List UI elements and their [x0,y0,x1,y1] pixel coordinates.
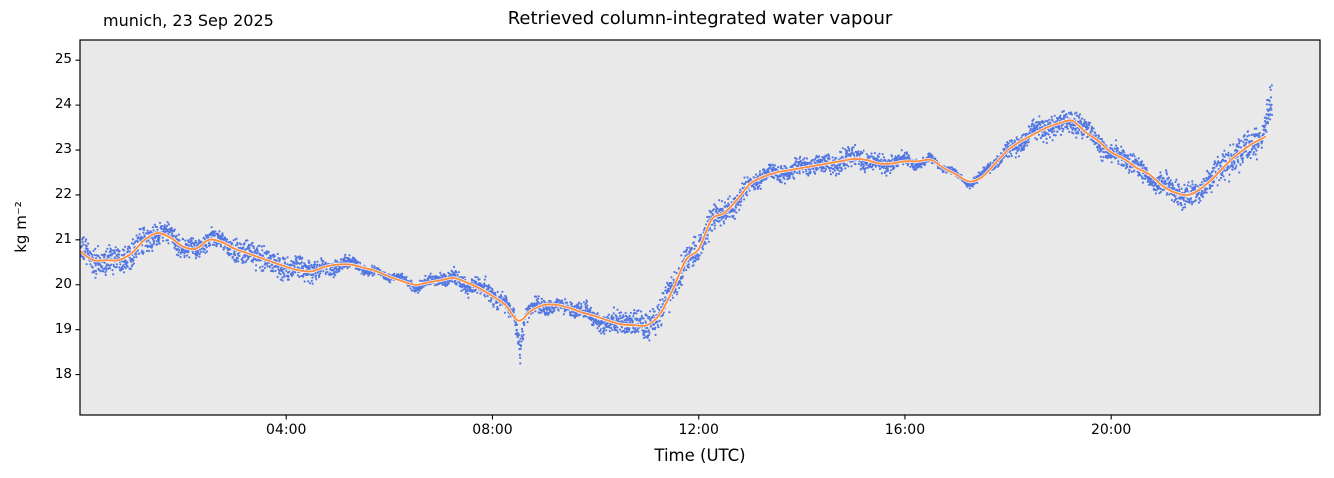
plot-area [80,40,1320,415]
chart-title: Retrieved column-integrated water vapour [507,8,893,29]
y-tick-label: 25 [54,51,72,68]
station-date-label: munich, 23 Sep 2025 [103,11,274,30]
x-tick-label: 12:00 [678,422,719,438]
axis-ticks [75,59,1112,420]
x-tick-label: 16:00 [884,422,926,438]
y-axis-label: kg m⁻² [12,201,30,253]
smoothed-line-series [79,119,1267,327]
x-tick-label: 20:00 [1090,422,1132,438]
x-axis-label: Time (UTC) [654,446,746,465]
x-tick-label: 04:00 [266,422,307,438]
plot-frame [79,39,1321,416]
y-tick-label: 19 [54,320,72,337]
x-tick-label: 08:00 [472,422,513,438]
y-tick-label: 21 [54,230,72,247]
y-tick-label: 24 [54,96,72,113]
y-tick-label: 22 [54,185,72,202]
y-tick-label: 20 [54,275,72,292]
y-tick-label: 18 [54,365,72,382]
y-tick-label: 23 [54,141,72,158]
